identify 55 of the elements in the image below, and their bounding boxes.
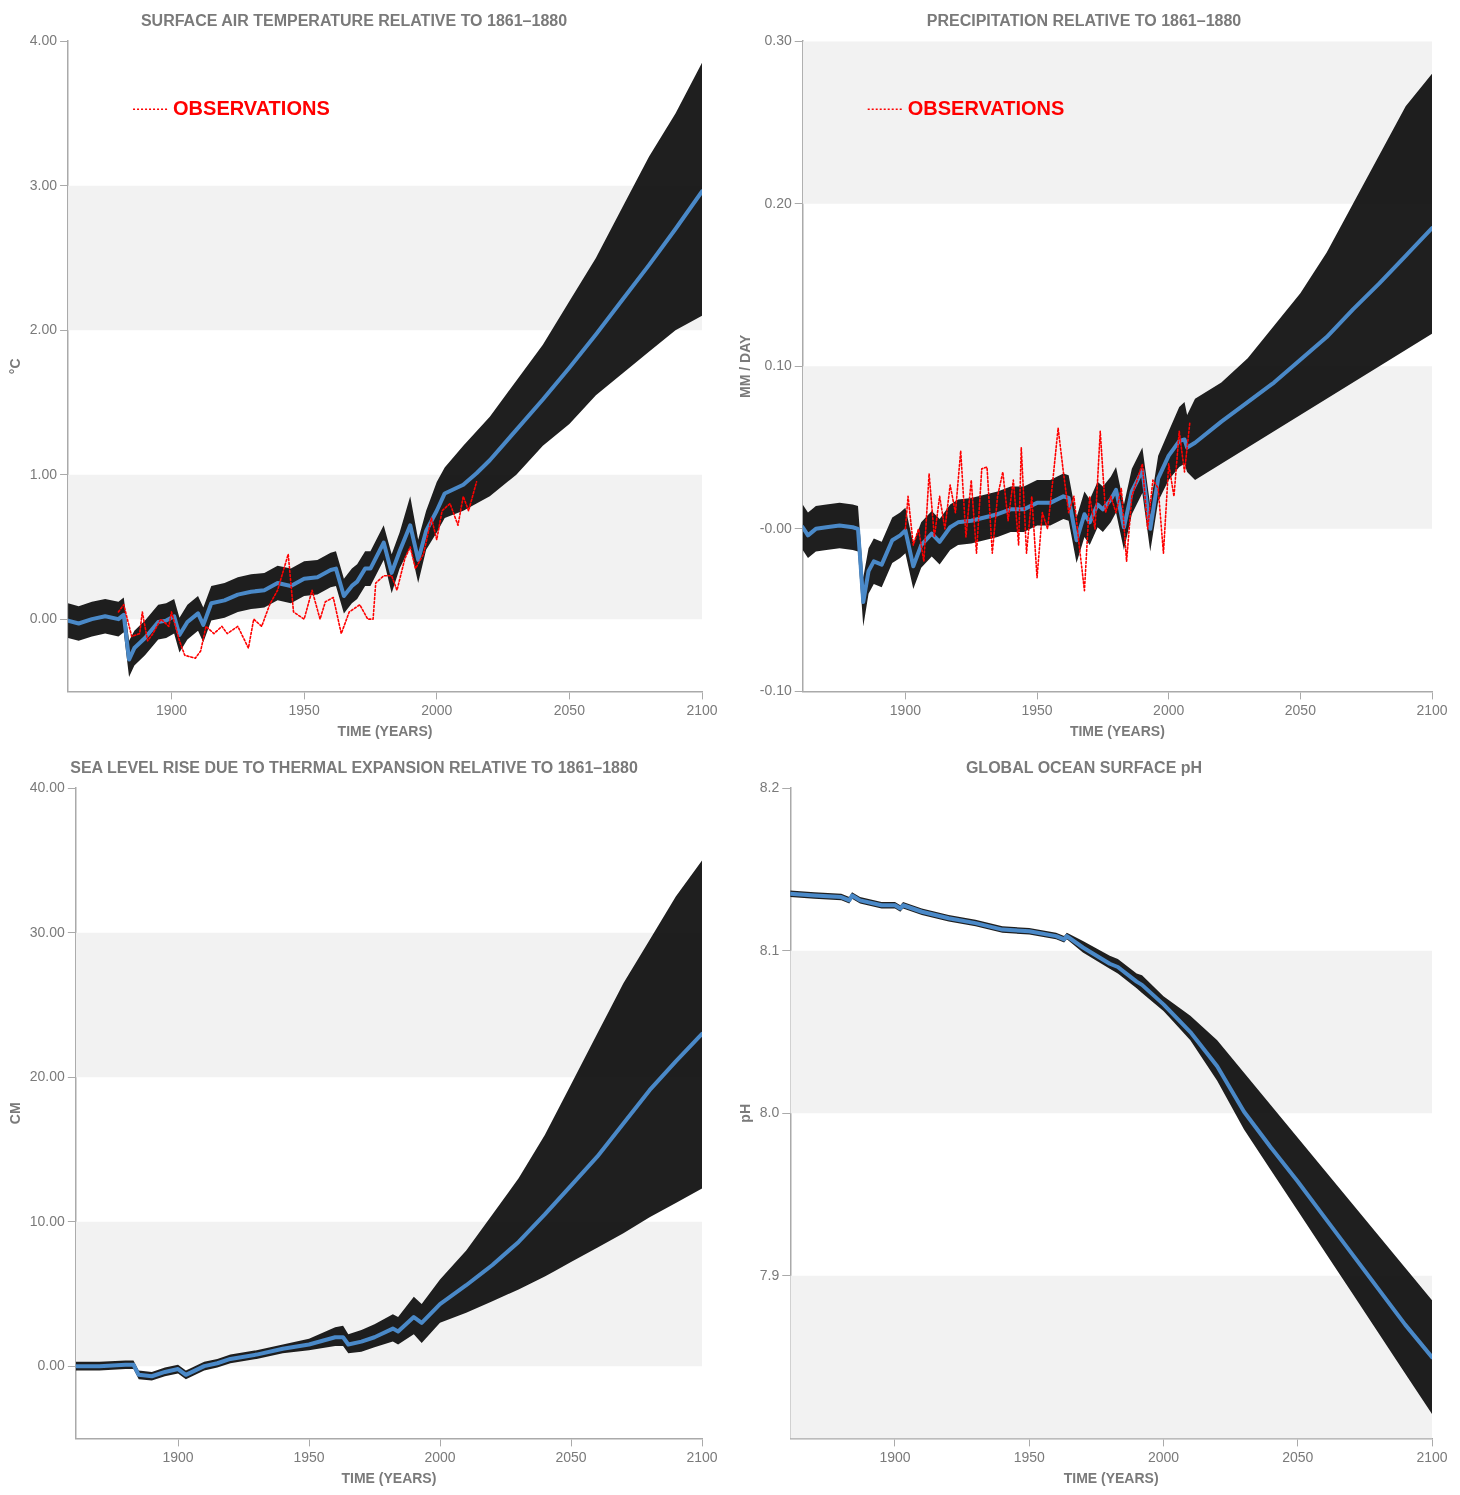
legend-label: OBSERVATIONS (907, 96, 1065, 119)
y-tick-label: 0.10 (764, 357, 792, 374)
x-tick-label: 2100 (1416, 1448, 1448, 1465)
y-axis-title: pH (737, 1103, 754, 1123)
x-tick-label: 1900 (879, 1448, 911, 1465)
y-tick-label: 8.1 (759, 941, 780, 958)
x-tick-label: 2000 (421, 701, 453, 718)
y-tick-label: 0.20 (764, 194, 792, 211)
x-tick-label: 1900 (162, 1448, 194, 1465)
x-tick-label: 1950 (293, 1448, 325, 1465)
x-tick-label: 2000 (1153, 701, 1185, 718)
x-tick-label: 1950 (1013, 1448, 1046, 1465)
line-series (904, 422, 1191, 592)
x-tick-label: 2000 (1147, 1448, 1180, 1465)
y-tick-label: 1.00 (29, 465, 58, 482)
y-tick-label: 2.00 (29, 321, 58, 338)
x-axis-title: TIME (YEARS) (1063, 1470, 1159, 1487)
y-tick-label: 8.2 (759, 779, 780, 796)
chart-title: PRECIPITATION RELATIVE TO 1861–1880 (926, 12, 1242, 30)
y-tick-label: 0.00 (29, 610, 58, 627)
y-axis-title: CM (7, 1102, 24, 1125)
x-tick-label: 2100 (686, 1448, 718, 1465)
y-tick-label: 4.00 (29, 32, 58, 49)
x-axis-title: TIME (YEARS) (1069, 723, 1165, 740)
y-tick-label: 0.00 (37, 1357, 66, 1374)
x-tick-label: 2050 (555, 1448, 587, 1465)
y-axis-title: °C (7, 358, 24, 375)
y-tick-label: 3.00 (29, 176, 58, 193)
x-tick-label: 1950 (288, 701, 320, 718)
x-tick-label: 2000 (424, 1448, 456, 1465)
x-axis-title: TIME (YEARS) (341, 1470, 437, 1487)
y-tick-label: 8.0 (759, 1104, 780, 1121)
y-tick-label: -0.10 (759, 682, 792, 699)
chart-title: SURFACE AIR TEMPERATURE RELATIVE TO 1861–1880 (140, 12, 568, 30)
x-tick-label: 2050 (1282, 1448, 1314, 1465)
x-tick-label: 2050 (553, 701, 586, 718)
line-series (117, 481, 478, 659)
chart-title: SEA LEVEL RISE DUE TO THERMAL EXPANSION RELATIVE TO 1861–1880 (70, 759, 638, 777)
y-tick-label: 10.00 (29, 1212, 66, 1229)
x-tick-label: 2100 (686, 701, 718, 718)
y-tick-label: -0.00 (759, 519, 792, 536)
chart-title: GLOBAL OCEAN SURFACE pH (965, 759, 1203, 777)
x-tick-label: 1900 (155, 701, 188, 718)
x-tick-label: 1900 (889, 701, 922, 718)
x-tick-label: 2100 (1416, 701, 1448, 718)
y-tick-label: 0.30 (764, 32, 792, 49)
legend-label: OBSERVATIONS (173, 96, 330, 119)
x-tick-label: 1950 (1021, 701, 1053, 718)
x-tick-label: 2050 (1284, 701, 1317, 718)
y-tick-label: 20.00 (29, 1068, 66, 1085)
y-tick-label: 30.00 (29, 923, 66, 940)
x-axis-title: TIME (YEARS) (337, 723, 433, 740)
y-axis-title: MM / DAY (737, 334, 754, 398)
y-tick-label: 40.00 (29, 779, 66, 796)
y-tick-label: 7.9 (759, 1266, 780, 1283)
